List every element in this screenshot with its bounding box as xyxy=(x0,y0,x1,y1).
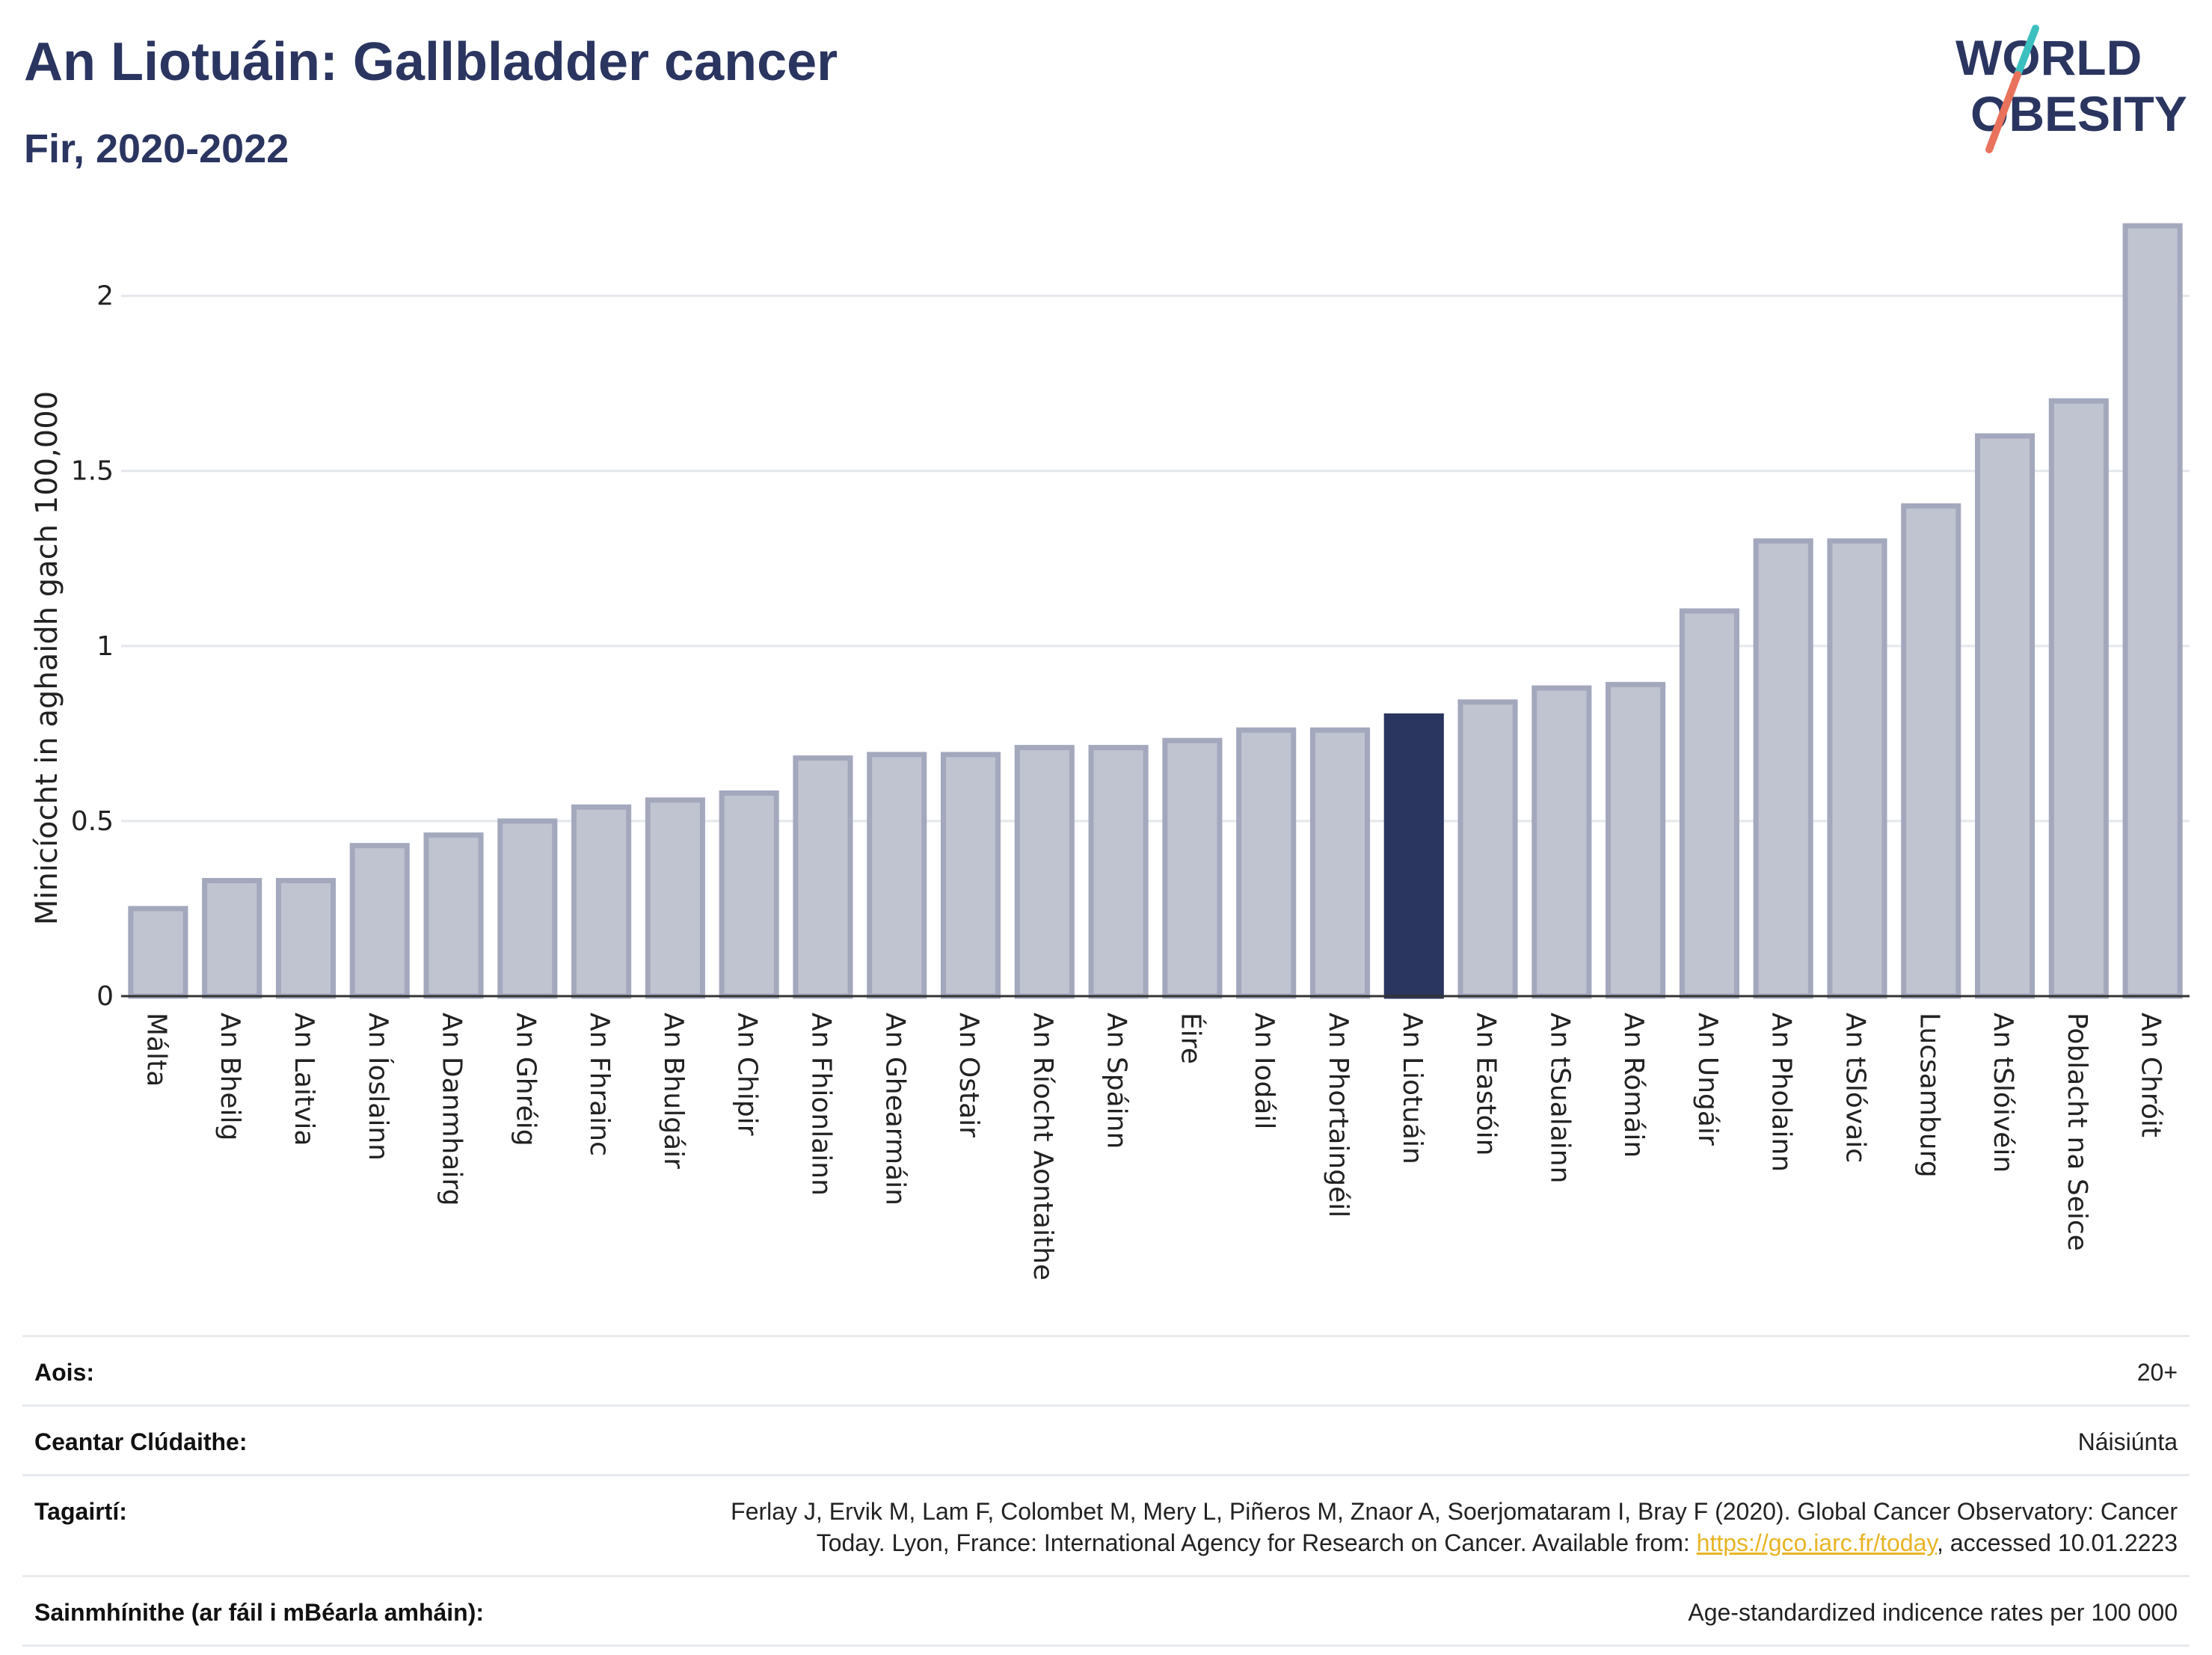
age-value: 20+ xyxy=(2136,1359,2178,1386)
bar xyxy=(571,804,632,999)
x-category-label: An Ungáir xyxy=(1692,1013,1723,1146)
x-category-label: An tSlóvaic xyxy=(1840,1013,1870,1163)
coverage-value: Náisiúnta xyxy=(2077,1428,2178,1455)
x-category-label: An tSlóivéin xyxy=(1988,1013,2018,1173)
x-category-label: An Iodáil xyxy=(1249,1013,1279,1129)
info-row-age: Aois: 20+ xyxy=(22,1337,2190,1407)
bar xyxy=(1531,685,1592,999)
y-tick-label: 0.5 xyxy=(71,806,114,837)
x-category-label: An Ríocht Aontaithe xyxy=(1027,1013,1058,1280)
bar xyxy=(1309,727,1371,999)
references-line2-pre: Today. Lyon, France: International Agenc… xyxy=(816,1529,1697,1556)
x-category-label: Lucsamburg xyxy=(1914,1013,1944,1178)
x-category-label: An Danmhairg xyxy=(437,1013,467,1206)
chart-title: An Liotuáin: Gallbladder cancer xyxy=(24,32,838,92)
y-tick-label: 0 xyxy=(96,981,114,1012)
x-category-label: An tSualainn xyxy=(1544,1013,1575,1183)
bar xyxy=(1974,433,2036,999)
references-value: Ferlay J, Ervik M, Lam F, Colombet M, Me… xyxy=(731,1496,2178,1559)
bar xyxy=(793,755,853,999)
bar xyxy=(1162,737,1223,999)
bar xyxy=(423,832,484,999)
info-row-definitions: Sainmhínithe (ar fáil i mBéarla amháin):… xyxy=(22,1577,2190,1647)
x-category-label: An Chróit xyxy=(2136,1013,2166,1137)
references-line1: Ferlay J, Ervik M, Lam F, Colombet M, Me… xyxy=(731,1498,2178,1525)
bar xyxy=(1606,681,1666,999)
references-link[interactable]: https://gco.iarc.fr/today xyxy=(1696,1529,1937,1556)
world-obesity-logo: WORLD OBESITY xyxy=(1956,25,2187,153)
bar xyxy=(349,843,410,999)
bar xyxy=(497,818,558,999)
bar xyxy=(2048,398,2109,999)
x-category-label: An Pholainn xyxy=(1766,1013,1797,1172)
bar-highlighted xyxy=(1383,713,1444,999)
bar xyxy=(940,752,1001,999)
chart-subtitle: Fir, 2020-2022 xyxy=(24,126,289,171)
y-axis-title: Minicíocht in aghaidh gach 100,000 xyxy=(30,391,64,925)
x-category-label: Málta xyxy=(141,1013,171,1087)
bar xyxy=(645,797,705,999)
y-tick-label: 1 xyxy=(96,631,114,662)
bars xyxy=(128,223,2183,999)
references-line2-post: , accessed 10.01.2223 xyxy=(1936,1529,2178,1556)
x-category-label: An Ostair xyxy=(953,1013,984,1137)
logo-line1: WORLD xyxy=(1956,30,2142,85)
x-category-label: An Phortaingéil xyxy=(1323,1013,1354,1218)
bar-chart: 0 0.5 1 1.5 2 Málta An Bheilg An Laitvia An Íos… xyxy=(30,223,2190,1280)
x-category-label: An Rómáin xyxy=(1618,1013,1649,1158)
bar xyxy=(275,878,337,999)
coverage-label: Ceantar Clúdaithe: xyxy=(34,1428,248,1455)
bar xyxy=(2122,223,2183,999)
x-category-label: An Eastóin xyxy=(1471,1013,1502,1155)
references-label: Tagairtí: xyxy=(34,1498,127,1525)
x-category-label: An Ghearmáin xyxy=(879,1013,910,1206)
info-table: Aois: 20+ Ceantar Clúdaithe: Náisiúnta T… xyxy=(22,1335,2190,1647)
bar xyxy=(1088,745,1149,999)
bar xyxy=(1679,608,1739,999)
x-category-label: An Fhrainc xyxy=(584,1013,615,1156)
bar xyxy=(128,906,188,999)
definitions-label: Sainmhínithe (ar fáil i mBéarla amháin): xyxy=(34,1599,485,1626)
bar xyxy=(1457,699,1518,999)
y-tick-label: 2 xyxy=(96,281,114,312)
bar xyxy=(867,752,927,999)
bar xyxy=(1753,538,1813,999)
x-category-label: An Bheilg xyxy=(215,1013,245,1140)
x-category-label: An Liotuáin xyxy=(1397,1013,1428,1164)
bar xyxy=(719,790,779,999)
x-category-label: An Chipir xyxy=(732,1013,763,1136)
bar xyxy=(202,878,262,999)
bar xyxy=(1014,745,1075,999)
x-category-label: An Bhulgáir xyxy=(658,1013,689,1169)
x-category-label: An Fhionlainn xyxy=(805,1013,836,1196)
x-category-label: An Spáinn xyxy=(1102,1013,1132,1149)
x-category-label: Poblacht na Seice xyxy=(2062,1013,2092,1251)
category-labels: Málta An Bheilg An Laitvia An Íoslainn An Da… xyxy=(141,1013,2166,1280)
bar xyxy=(1827,538,1887,999)
x-category-label: An Ghréig xyxy=(510,1013,541,1146)
bar xyxy=(1236,727,1297,999)
logo-slash-bottom xyxy=(1985,71,2021,153)
y-tick-label: 1.5 xyxy=(71,456,114,487)
axes: 0 0.5 1 1.5 2 xyxy=(71,281,2190,1012)
x-category-label: Éire xyxy=(1175,1013,1206,1064)
logo-slash-top xyxy=(2014,25,2039,79)
x-category-label: An Íoslainn xyxy=(363,1013,394,1161)
info-row-coverage: Ceantar Clúdaithe: Náisiúnta xyxy=(22,1407,2190,1476)
x-category-label: An Laitvia xyxy=(289,1013,319,1146)
age-label: Aois: xyxy=(34,1359,94,1386)
info-row-references: Tagairtí: Ferlay J, Ervik M, Lam F, Colo… xyxy=(22,1476,2190,1577)
bar xyxy=(1901,503,1961,999)
definitions-value: Age-standardized indicence rates per 100… xyxy=(1688,1599,2178,1626)
